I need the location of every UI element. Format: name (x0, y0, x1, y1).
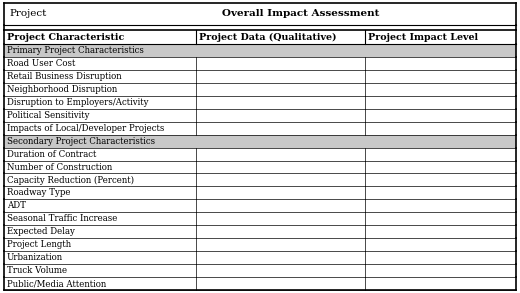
Text: Overall Impact Assessment: Overall Impact Assessment (222, 9, 380, 18)
Bar (4, 186, 516, 199)
Text: Project Characteristic: Project Characteristic (7, 33, 124, 42)
Bar (4, 199, 516, 212)
Text: Public/Media Attention: Public/Media Attention (7, 279, 106, 288)
Text: Expected Delay: Expected Delay (7, 227, 75, 236)
Text: Impacts of Local/Developer Projects: Impacts of Local/Developer Projects (7, 124, 164, 133)
Text: ADT: ADT (7, 201, 26, 210)
Bar (4, 212, 516, 225)
Text: Number of Construction: Number of Construction (7, 163, 112, 171)
Text: Neighborhood Disruption: Neighborhood Disruption (7, 85, 117, 94)
Text: Secondary Project Characteristics: Secondary Project Characteristics (7, 137, 155, 146)
Text: Project Length: Project Length (7, 240, 71, 249)
Text: Project Data (Qualitative): Project Data (Qualitative) (199, 33, 336, 42)
Text: Project: Project (9, 9, 46, 18)
Bar (4, 83, 516, 96)
Bar (4, 109, 516, 122)
Text: Urbanization: Urbanization (7, 253, 63, 262)
Text: Retail Business Disruption: Retail Business Disruption (7, 72, 122, 81)
Bar (4, 161, 516, 173)
Bar (4, 238, 516, 251)
Text: Project Impact Level: Project Impact Level (368, 33, 478, 42)
Text: Seasonal Traffic Increase: Seasonal Traffic Increase (7, 214, 118, 223)
Text: Road User Cost: Road User Cost (7, 59, 75, 68)
Bar (4, 70, 516, 83)
Bar (4, 251, 516, 264)
Bar (4, 122, 516, 134)
Bar (4, 25, 516, 30)
Text: Truck Volume: Truck Volume (7, 266, 67, 275)
Bar (4, 277, 516, 290)
Bar (4, 96, 516, 109)
Text: Duration of Contract: Duration of Contract (7, 149, 96, 159)
Text: Primary Project Characteristics: Primary Project Characteristics (7, 46, 144, 55)
Bar (4, 30, 516, 44)
Bar (4, 148, 516, 161)
Text: Capacity Reduction (Percent): Capacity Reduction (Percent) (7, 176, 134, 185)
Bar (4, 134, 516, 148)
Text: Roadway Type: Roadway Type (7, 188, 71, 197)
Bar (4, 57, 516, 70)
Bar (4, 3, 516, 25)
Bar (4, 225, 516, 238)
Text: Political Sensitivity: Political Sensitivity (7, 111, 89, 120)
Bar (4, 173, 516, 186)
Text: Disruption to Employers/Activity: Disruption to Employers/Activity (7, 98, 149, 107)
Bar (4, 44, 516, 57)
Bar (4, 264, 516, 277)
